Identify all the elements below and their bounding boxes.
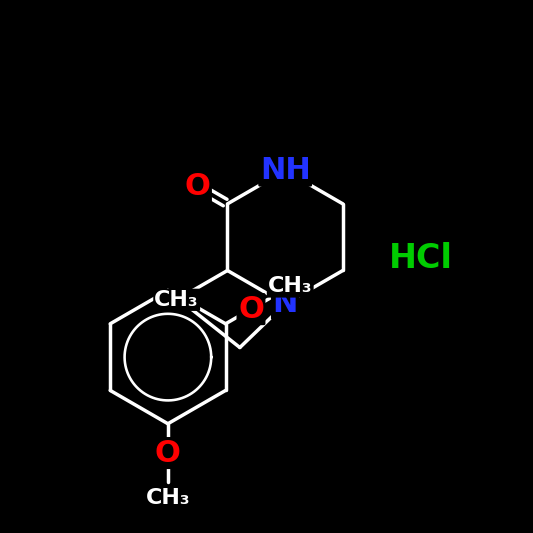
Text: CH₃: CH₃ <box>155 290 199 310</box>
Text: N: N <box>272 289 298 318</box>
Text: NH: NH <box>260 156 311 185</box>
Text: O: O <box>238 295 264 324</box>
Text: CH₃: CH₃ <box>146 488 190 508</box>
Text: CH₃: CH₃ <box>268 277 312 296</box>
Text: O: O <box>184 172 211 201</box>
Text: O: O <box>155 439 181 467</box>
Text: HCl: HCl <box>389 242 453 275</box>
